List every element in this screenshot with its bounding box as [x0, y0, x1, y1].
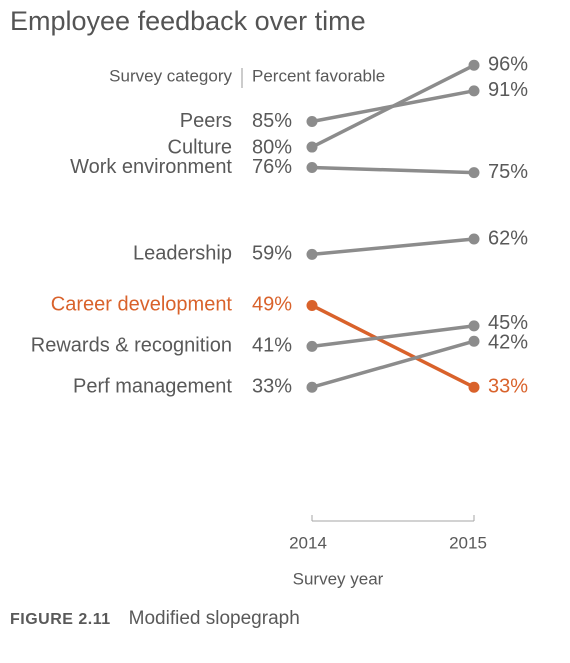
point-2014-peers: [306, 116, 318, 127]
point-2014-career-development: [306, 299, 318, 311]
series-line-leadership: [310, 237, 476, 257]
x-tick-label-2014: 2014: [289, 533, 327, 552]
x-tick-label-2015: 2015: [449, 533, 487, 552]
value-2015-leadership: 62%: [488, 227, 528, 249]
value-2014-culture: 80%: [252, 136, 292, 158]
value-2015-peers: 91%: [488, 79, 528, 101]
category-label-peers: Peers: [180, 110, 232, 132]
category-label-career-development: Career development: [51, 294, 233, 316]
value-2014-work-environment: 76%: [252, 156, 292, 178]
point-2014-rewards-recognition: [306, 340, 318, 352]
figure-label: FIGURE 2.11: [10, 611, 111, 628]
category-label-work-environment: Work environment: [70, 156, 232, 178]
chart-title: Employee feedback over time: [10, 6, 366, 36]
point-2015-leadership: [468, 233, 480, 245]
category-label-culture: Culture: [168, 136, 232, 158]
point-2015-rewards-recognition: [468, 320, 480, 332]
value-2015-culture: 96%: [488, 54, 528, 76]
series-line-career-development: [310, 303, 476, 389]
value-2015-work-environment: 75%: [488, 161, 528, 183]
value-2015-career-development: 33%: [488, 376, 528, 398]
series-line-perf-management: [310, 339, 476, 389]
point-2015-work-environment: [468, 167, 480, 179]
figure-caption: FIGURE 2.11 Modified slopegraph: [10, 608, 300, 630]
value-2015-perf-management: 42%: [488, 332, 528, 354]
series-line-work-environment: [310, 165, 476, 175]
point-2014-perf-management: [306, 381, 318, 393]
value-2014-career-development: 49%: [252, 294, 292, 316]
series-line-rewards-recognition: [310, 324, 476, 349]
point-2015-career-development: [468, 381, 480, 393]
category-label-rewards-recognition: Rewards & recognition: [31, 335, 232, 357]
point-2015-culture: [468, 59, 480, 71]
figure-caption-text: Modified slopegraph: [128, 608, 300, 629]
value-2015-rewards-recognition: 45%: [488, 312, 528, 334]
point-2014-work-environment: [306, 161, 318, 173]
point-2015-perf-management: [468, 335, 480, 347]
series-line-culture: [310, 63, 476, 149]
value-2014-peers: 85%: [252, 110, 292, 132]
value-2014-perf-management: 33%: [252, 376, 292, 398]
header-survey-category: Survey category: [109, 66, 232, 85]
value-2014-leadership: 59%: [252, 243, 292, 265]
point-2014-leadership: [306, 248, 318, 260]
x-axis-label: Survey year: [293, 569, 384, 588]
header-percent-favorable: Percent favorable: [252, 66, 385, 85]
category-label-perf-management: Perf management: [73, 376, 232, 398]
point-2015-peers: [468, 85, 480, 97]
value-2014-rewards-recognition: 41%: [252, 335, 292, 357]
point-2014-culture: [306, 141, 318, 153]
category-label-leadership: Leadership: [133, 243, 232, 265]
